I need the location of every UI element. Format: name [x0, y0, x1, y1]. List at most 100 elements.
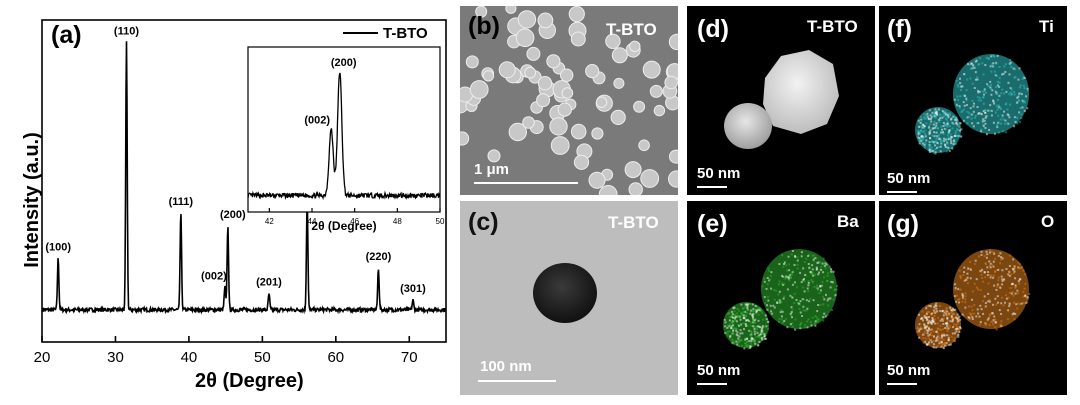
panel-f-label: (f)	[887, 15, 912, 43]
sem-particle	[537, 76, 553, 91]
sem-particle	[629, 40, 641, 52]
sem-particle	[573, 154, 590, 170]
sem-particle	[669, 149, 678, 164]
sem-particle	[550, 136, 570, 155]
sem-particle	[638, 139, 650, 152]
sem-particle	[570, 31, 586, 47]
xrd-chart: 20 30 40 50 60 70 (100) (110) (111) (002) (200) (20…	[34, 19, 447, 366]
sem-particle	[628, 182, 643, 195]
xrd-peak-label: (201)	[256, 277, 282, 289]
sem-particle	[475, 6, 488, 18]
panel-b-label: (b)	[468, 12, 500, 40]
tem-particle	[533, 263, 597, 323]
o-map-panel: (g) O 50 nm	[879, 201, 1067, 395]
sem-particle	[653, 104, 666, 117]
panel-b-tag: T-BTO	[606, 20, 657, 39]
panel-f-tag: Ti	[1039, 17, 1054, 36]
xrd-panel: 20 30 40 50 60 70 (100) (110) (111) (002) (200) (20…	[0, 0, 455, 400]
xrd-x-tick-label: 70	[401, 349, 418, 366]
haadf-image-panel: (d) T-BTO 50 nm	[687, 6, 875, 195]
sem-particle	[570, 123, 587, 140]
xrd-peak-label: (111)	[169, 196, 194, 208]
panel-a-label: (a)	[51, 21, 82, 49]
inset-peak-label: (200)	[331, 57, 357, 69]
sem-particle	[624, 161, 642, 179]
sem-particle	[546, 54, 561, 69]
sem-particle	[469, 80, 489, 99]
ti-map-panel: (f) Ti 50 nm	[879, 6, 1067, 195]
sem-particle	[664, 75, 678, 90]
ba-map-panel: (e) Ba 50 nm	[687, 201, 875, 395]
xrd-peak-label: (100)	[45, 241, 71, 253]
sem-particle	[668, 33, 678, 51]
panel-c-tag: T-BTO	[608, 213, 659, 232]
o-map-particles	[915, 249, 1031, 350]
inset-x-tick-label: 42	[265, 217, 274, 226]
xrd-peak-label: (220)	[366, 251, 392, 263]
haadf-particles	[724, 50, 839, 149]
sem-particle	[522, 116, 535, 129]
sem-particle	[610, 109, 626, 126]
sem-particle	[517, 10, 537, 29]
sem-particle	[536, 93, 551, 108]
panel-f-scale-text: 50 nm	[887, 170, 931, 187]
xrd-peak-label: (301)	[400, 283, 426, 295]
inset-x-tick-label: 50	[436, 217, 445, 226]
panel-d-scale-bar	[697, 186, 727, 188]
sem-particle	[460, 131, 470, 146]
y-axis-label-wrap: Intensity (a.u.)	[21, 120, 43, 280]
ti-map-particles	[915, 54, 1029, 155]
xrd-peak-label: (200)	[220, 209, 246, 221]
xrd-x-tick-label: 40	[181, 349, 198, 366]
panel-d-scale-text: 50 nm	[697, 165, 741, 182]
sem-particle	[524, 66, 537, 79]
sem-particle	[633, 100, 646, 113]
sem-particle	[498, 61, 516, 79]
sem-particle	[588, 171, 606, 189]
sem-particle	[561, 87, 574, 99]
panel-b-scale-text: 1 μm	[474, 161, 510, 178]
ba-map-particle	[761, 249, 837, 329]
inset-x-tick-label: 44	[308, 217, 317, 226]
panel-e-tag: Ba	[837, 212, 859, 231]
sem-particle	[598, 185, 618, 195]
sem-particle	[560, 68, 574, 82]
inset-x-tick-label: 48	[393, 217, 402, 226]
panel-g-scale-text: 50 nm	[887, 362, 931, 379]
panel-d-tag: T-BTO	[807, 17, 858, 36]
panel-c-scale-bar	[478, 380, 556, 382]
panel-e-scale-bar	[697, 383, 727, 385]
x-axis-label: 2θ (Degree)	[195, 370, 304, 392]
ba-map-particles	[723, 249, 838, 350]
inset-frame	[247, 46, 441, 213]
xrd-peak-label: (110)	[114, 26, 139, 38]
xrd-x-tick-label: 30	[107, 349, 124, 366]
o-map-particle	[953, 249, 1029, 329]
panel-d-label: (d)	[697, 15, 729, 43]
sem-image-panel: (b) T-BTO 1 μm	[460, 6, 678, 195]
sem-particle	[557, 102, 572, 117]
panel-f-scale-bar	[887, 191, 917, 193]
sem-particle	[595, 96, 608, 108]
sem-particle	[505, 6, 517, 14]
sem-particle	[487, 149, 501, 163]
xrd-x-tick-label: 50	[254, 349, 271, 366]
tem-image-panel: (c) T-BTO 100 nm	[460, 201, 678, 395]
panel-g-tag: O	[1041, 212, 1055, 231]
panel-b-scale-bar	[474, 182, 578, 184]
sem-particles	[460, 6, 678, 195]
panel-e-label: (e)	[697, 210, 728, 238]
xrd-peak-label: (002)	[201, 270, 227, 282]
inset-peak-label: (002)	[304, 115, 330, 127]
sem-particle	[640, 169, 660, 188]
xrd-x-tick-label: 20	[34, 349, 51, 366]
sem-particle	[611, 47, 628, 64]
sem-particle	[465, 55, 479, 69]
panel-c-scale-text: 100 nm	[480, 358, 532, 375]
inset-x-axis-label: 2θ (Degree)	[311, 219, 376, 233]
sem-particle	[568, 6, 585, 23]
sem-particle	[613, 77, 625, 89]
sem-particle	[591, 127, 604, 140]
y-axis-label: Intensity (a.u.)	[21, 132, 43, 268]
panel-g-label: (g)	[887, 210, 919, 238]
